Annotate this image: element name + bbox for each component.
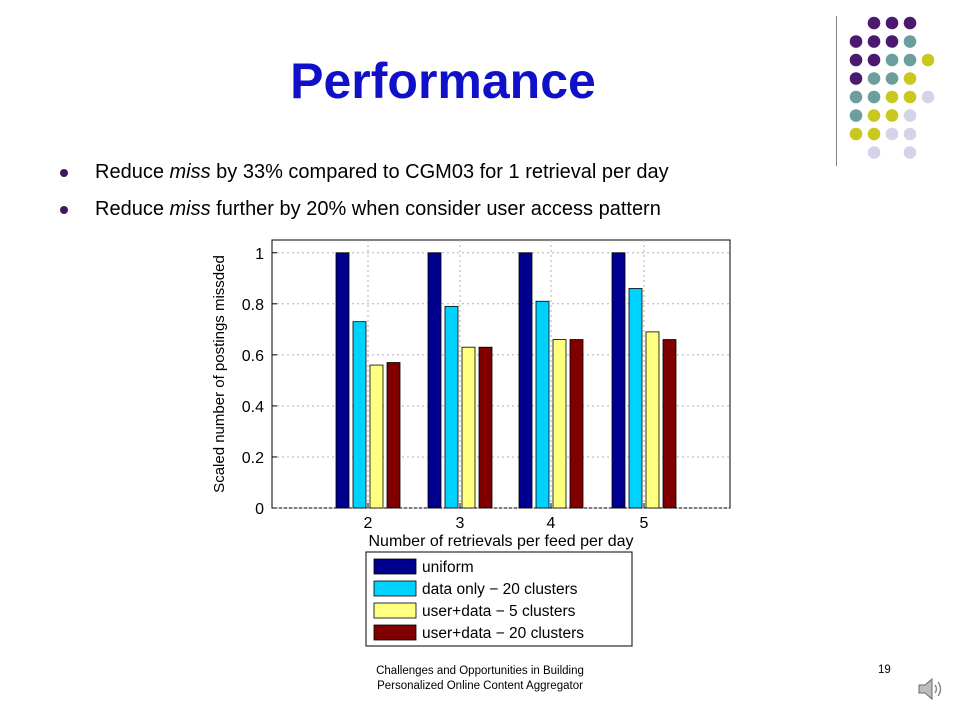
bar: [444, 305, 459, 509]
decor-dot: [885, 127, 899, 141]
decor-dot: [903, 146, 917, 159]
decorative-dot-grid: [849, 16, 935, 159]
decor-dot: [849, 72, 863, 85]
decor-dot: [903, 53, 917, 67]
bullet-item: Reduce miss by 33% compared to CGM03 for…: [60, 162, 669, 182]
bullet-text-post: further by 20% when consider user access…: [210, 198, 661, 220]
bar: [461, 346, 476, 509]
y-tick-label: 0.8: [242, 297, 264, 314]
decor-dot: [903, 16, 917, 30]
bar: [535, 300, 550, 509]
decor-dot: [867, 16, 881, 30]
bar: [427, 252, 442, 509]
decor-dot: [921, 90, 935, 104]
legend-label: data only − 20 clusters: [422, 581, 578, 598]
decor-dot: [903, 35, 917, 48]
bar: [369, 364, 384, 509]
decor-dot: [885, 35, 899, 48]
page-number: 19: [878, 664, 891, 676]
decor-dot: [849, 53, 863, 67]
decor-dot: [849, 35, 863, 48]
speaker-icon[interactable]: [916, 676, 946, 702]
legend-label: user+data − 20 clusters: [422, 625, 584, 642]
bullet-text-pre: Reduce: [95, 198, 170, 220]
bullet-list: Reduce miss by 33% compared to CGM03 for…: [60, 162, 669, 236]
title-divider: [836, 16, 837, 166]
slide-footer: Challenges and Opportunities in Building…: [300, 664, 660, 694]
x-tick-label: 3: [456, 515, 465, 532]
decor-dot: [903, 72, 917, 85]
y-tick-label: 0.2: [242, 450, 264, 467]
decor-dot: [867, 35, 881, 48]
bar: [662, 339, 677, 509]
legend-swatch: [373, 602, 417, 619]
slide-title: Performance: [290, 53, 596, 109]
footer-line-2: Personalized Online Content Aggregator: [377, 680, 583, 692]
decor-dot: [885, 53, 899, 67]
bar: [569, 339, 584, 509]
bar-chart: 0 0.2 0.4 0.6 0.8 1 2 3 4 5 Number of retrievals p…: [211, 239, 731, 647]
legend-swatch: [373, 624, 417, 641]
x-axis-label: Number of retrievals per feed per day: [368, 533, 633, 550]
decor-dot: [867, 53, 881, 67]
legend-label: uniform: [422, 559, 474, 576]
decor-dot: [885, 90, 899, 104]
decor-dot: [921, 53, 935, 67]
decor-dot: [885, 16, 899, 30]
decor-dot: [885, 72, 899, 85]
legend-swatch: [373, 580, 417, 597]
decor-dot: [867, 146, 881, 159]
bullet-icon: [60, 206, 68, 214]
x-tick-label: 4: [547, 515, 556, 532]
legend-swatch: [373, 558, 417, 575]
y-tick-label: 0: [255, 501, 264, 518]
bullet-text-post: by 33% compared to CGM03 for 1 retrieval…: [210, 161, 669, 183]
decor-dot: [849, 109, 863, 122]
decor-dot: [885, 109, 899, 122]
decor-dot: [849, 127, 863, 141]
x-tick-label: 5: [640, 515, 649, 532]
y-tick-label: 0.4: [242, 399, 264, 416]
bullet-item: Reduce miss further by 20% when consider…: [60, 199, 669, 219]
bar: [386, 362, 401, 509]
x-tick-label: 2: [364, 515, 373, 532]
decor-dot: [867, 127, 881, 141]
bullet-text-em: miss: [169, 161, 211, 183]
bar: [352, 321, 367, 509]
y-tick-label: 1: [255, 246, 264, 263]
decor-dot: [867, 109, 881, 122]
y-axis-label: Scaled number of postings missded: [211, 255, 228, 493]
bar: [478, 346, 493, 509]
bar: [518, 252, 533, 509]
footer-line-1: Challenges and Opportunities in Building: [376, 665, 584, 677]
bar: [645, 331, 660, 509]
decor-dot: [849, 90, 863, 104]
decor-dot: [903, 109, 917, 122]
bullet-text-em: miss: [169, 198, 211, 220]
legend-label: user+data − 5 clusters: [422, 603, 576, 620]
bar: [611, 252, 626, 509]
bar: [628, 288, 643, 509]
decor-dot: [903, 90, 917, 104]
bar: [552, 339, 567, 509]
bullet-icon: [60, 169, 68, 177]
bar: [335, 252, 350, 509]
decor-dot: [903, 127, 917, 141]
bullet-text-pre: Reduce: [95, 161, 170, 183]
decor-dot: [867, 72, 881, 85]
decor-dot: [867, 90, 881, 104]
y-tick-label: 0.6: [242, 348, 264, 365]
